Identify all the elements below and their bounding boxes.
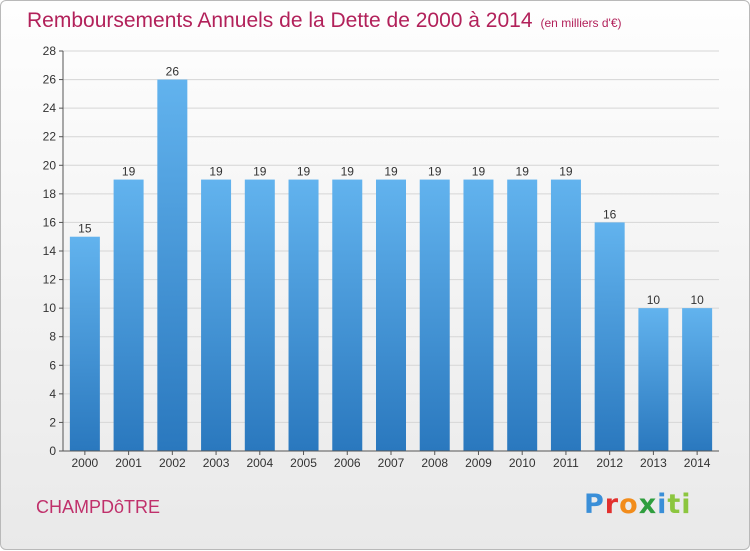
y-tick-label: 20 [43, 158, 57, 172]
bar [69, 236, 100, 451]
town-name: CHAMPDôTRE [36, 497, 161, 517]
x-tick-label: 2003 [203, 456, 230, 470]
bar [594, 222, 625, 451]
y-tick-label: 26 [43, 73, 57, 87]
x-tick-label: 2002 [159, 456, 186, 470]
x-tick-label: 2000 [72, 456, 99, 470]
x-tick-label: 2013 [640, 456, 667, 470]
y-tick-label: 6 [49, 358, 56, 372]
chart-title-text: Remboursements Annuels de la Dette de 20… [27, 9, 533, 32]
bars: 15 19 26 19 19 19 19 19 19 19 19 19 16 10 10 [69, 65, 713, 452]
bar [332, 179, 363, 452]
y-tick-label: 2 [49, 415, 56, 429]
bar-value-label: 10 [690, 293, 704, 307]
bar-value-label: 10 [647, 293, 661, 307]
y-tick-label: 10 [43, 301, 57, 315]
chart-unit: (en milliers d'€) [540, 16, 622, 30]
x-tick-label: 2007 [378, 456, 405, 470]
bar-value-label: 26 [166, 65, 180, 79]
bar-value-label: 19 [472, 165, 486, 179]
x-tick-label: 2014 [684, 456, 711, 470]
bar [376, 179, 406, 452]
bar-value-label: 16 [603, 207, 617, 221]
bar-value-label: 19 [297, 165, 311, 179]
bar [463, 179, 494, 452]
bar [507, 179, 538, 452]
y-tick-label: 24 [43, 101, 57, 115]
chart-title: Remboursements Annuels de la Dette de 20… [27, 9, 622, 33]
x-tick-label: 2010 [509, 456, 536, 470]
x-tick-label: 2008 [421, 456, 448, 470]
bar-value-label: 19 [341, 165, 355, 179]
bar [638, 308, 669, 451]
x-tick-label: 2005 [290, 456, 317, 470]
bar-value-label: 15 [78, 222, 92, 236]
x-tick-label: 2006 [334, 456, 361, 470]
bar-value-label: 19 [428, 165, 442, 179]
y-tick-label: 0 [49, 444, 56, 458]
bar [157, 79, 188, 452]
bar [419, 179, 450, 452]
bar-value-label: 19 [384, 165, 398, 179]
bar-value-label: 19 [253, 165, 267, 179]
x-tick-label: 2004 [246, 456, 273, 470]
bar-value-label: 19 [209, 165, 223, 179]
y-tick-label: 14 [43, 244, 57, 258]
bar-value-label: 19 [516, 165, 530, 179]
y-tick-label: 16 [43, 215, 57, 229]
y-tick-label: 18 [43, 187, 57, 201]
bar [288, 179, 319, 452]
x-tick-label: 2012 [596, 456, 623, 470]
bar [550, 179, 581, 452]
y-tick-label: 8 [49, 330, 56, 344]
x-tick-label: 2011 [553, 456, 579, 470]
bar-value-label: 19 [122, 165, 136, 179]
bar [201, 179, 232, 452]
proxiti-logo: Proxiti [584, 489, 692, 520]
y-tick-label: 4 [49, 387, 56, 401]
y-tick-label: 22 [43, 130, 57, 144]
y-tick-label: 28 [43, 44, 57, 58]
x-tick-label: 2001 [115, 456, 142, 470]
bar-value-label: 19 [559, 165, 573, 179]
x-tick-label: 2009 [465, 456, 492, 470]
bar [244, 179, 275, 452]
bar [113, 179, 144, 452]
bar [682, 308, 713, 451]
y-tick-label: 12 [43, 273, 57, 287]
